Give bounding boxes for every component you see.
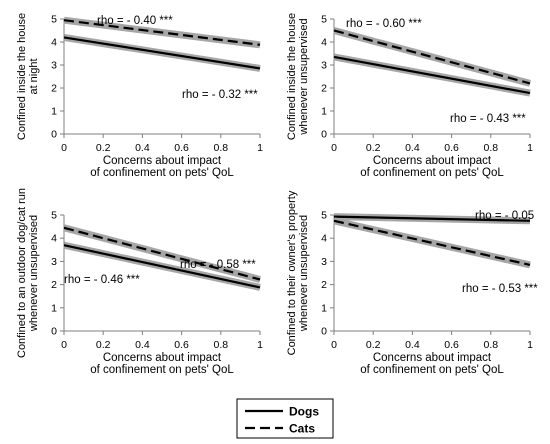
x-tick-label: 0 [331,142,337,154]
y-tick-label: 2 [51,83,57,95]
y-tick-label: 4 [321,37,327,49]
x-tick-label: 0.2 [96,339,111,351]
rho-annotation-dogs: rho = - 0.32 *** [182,89,258,101]
x-tick-label: 1 [257,142,263,154]
rho-annotation-cats: rho = - 0.58 *** [180,259,256,271]
x-tick-label: 0.8 [213,142,228,154]
x-tick-label: 0.4 [405,142,420,154]
series-line-cats [333,29,531,85]
x-axis-label: of confinement on pets' QoL [90,364,234,376]
y-axis-label: Confined to their owner's property [286,190,298,355]
series-line-dogs [63,36,261,70]
rho-annotation-dogs: rho = - 0.46 *** [64,274,140,286]
y-axis-label: whenever unsupervised [28,215,40,332]
x-tick-label: 0 [61,339,67,351]
x-tick-label: 0.4 [135,339,150,351]
y-tick-label: 2 [321,279,327,291]
rho-annotation-dogs: rho = - 0.43 *** [450,113,526,125]
y-tick-label: 2 [321,83,327,95]
x-tick-label: 0.6 [174,142,189,154]
y-tick-label: 0 [51,326,57,338]
x-axis-label: Concerns about impact [103,352,222,364]
x-axis-label: Concerns about impact [103,155,222,167]
chart-panel-4: 0 1 2 3 4 5 0 0.2 0.4 0.6 0.8 1 Concerns about impac… [286,190,538,376]
x-axis-label: Concerns about impact [373,155,492,167]
x-tick-label: 0 [61,142,67,154]
x-tick-label: 0.6 [444,142,459,154]
legend-label-dogs: Dogs [289,405,319,419]
x-axis-label: of confinement on pets' QoL [360,364,504,376]
rho-annotation-cats: rho = - 0.40 *** [97,15,173,27]
x-tick-label: 0.2 [96,142,111,154]
x-tick-label: 0.2 [366,339,381,351]
y-tick-label: 3 [51,60,57,72]
legend-box [236,398,334,439]
y-tick-label: 1 [321,302,327,314]
y-tick-label: 3 [321,60,327,72]
y-tick-label: 1 [321,106,327,118]
x-tick-label: 1 [527,339,533,351]
y-axis-label: whenever unsupervised [298,18,310,135]
series-line-cats [63,226,261,281]
x-tick-label: 1 [257,339,263,351]
x-tick-label: 0.4 [405,339,420,351]
chart-panel-2: 0 1 2 3 4 5 0 0.2 0.4 0.6 0.8 1 Concerns about impac… [286,13,533,179]
y-tick-label: 4 [321,233,327,245]
y-tick-label: 5 [321,210,327,222]
series-line-dogs [333,55,531,95]
y-tick-label: 4 [51,233,57,245]
legend: Dogs Cats [236,398,334,439]
y-tick-label: 1 [51,106,57,118]
y-tick-label: 0 [321,129,327,141]
y-tick-label: 5 [321,14,327,26]
x-tick-label: 0.2 [366,142,381,154]
chart-panel-3: 0 1 2 3 4 5 0 0.2 0.4 0.6 0.8 1 Concerns about impac… [16,188,263,376]
x-tick-label: 0.6 [174,339,189,351]
y-tick-label: 0 [51,129,57,141]
y-axis-label: Confined inside the house [16,13,28,140]
y-axis-label: whenever unsupervised [298,215,310,332]
y-axis-label: Confined to an outdoor dog/cat run [16,188,28,358]
series-line-dogs [63,244,261,289]
y-axis-label: at night [28,58,40,94]
x-tick-label: 0.6 [444,339,459,351]
y-axis-label: Confined inside the house [286,13,298,140]
chart-panel-1: 0 1 2 3 4 5 0 0.2 0.4 0.6 0.8 1 Concerns about impac… [16,13,263,179]
x-tick-label: 0.4 [135,142,150,154]
x-tick-label: 0.8 [483,142,498,154]
x-tick-label: 0.8 [483,339,498,351]
rho-annotation-cats: rho = - 0.53 *** [462,283,538,295]
y-tick-label: 3 [321,256,327,268]
x-axis-label: of confinement on pets' QoL [90,167,234,179]
y-tick-label: 5 [51,210,57,222]
rho-annotation-cats: rho = - 0.60 *** [346,18,422,30]
x-tick-label: 0 [331,339,337,351]
y-tick-label: 5 [51,14,57,26]
x-tick-label: 1 [527,142,533,154]
y-tick-label: 3 [51,256,57,268]
series-line-cats [333,219,531,266]
y-tick-label: 2 [51,279,57,291]
series-line-cats [63,19,261,46]
legend-label-cats: Cats [289,422,315,436]
rho-annotation-dogs: rho = - 0.05 [475,210,534,222]
x-axis-label: of confinement on pets' QoL [360,167,504,179]
y-tick-label: 1 [51,302,57,314]
y-tick-label: 0 [321,326,327,338]
x-tick-label: 0.8 [213,339,228,351]
y-tick-label: 4 [51,37,57,49]
series-line-dogs [333,215,531,222]
x-axis-label: Concerns about impact [373,352,492,364]
